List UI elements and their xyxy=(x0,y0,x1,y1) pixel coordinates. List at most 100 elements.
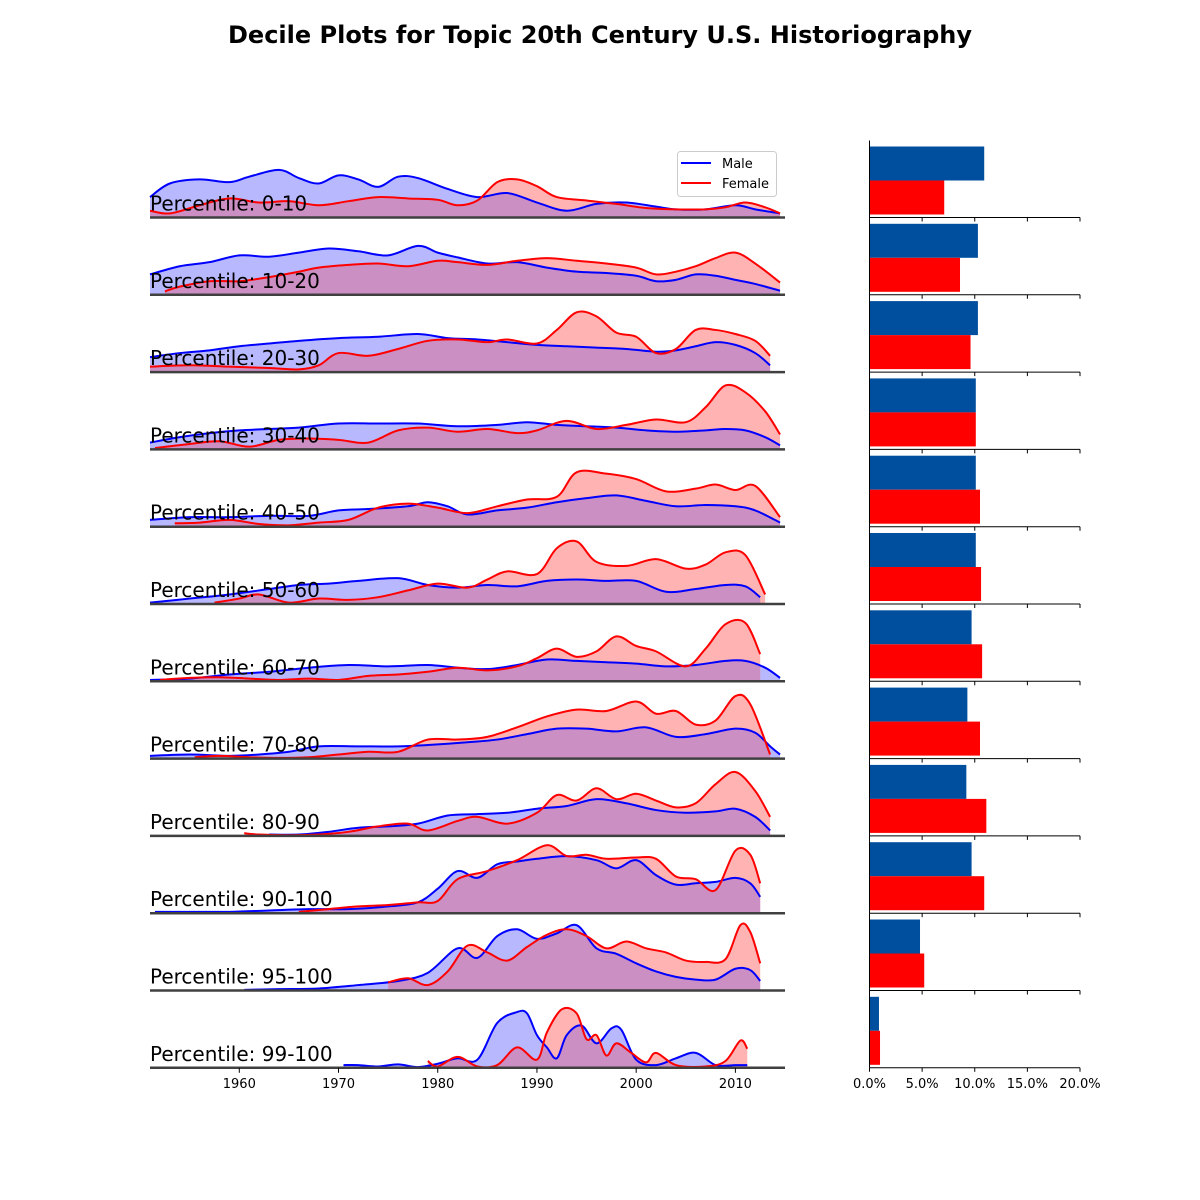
overlap-density-area xyxy=(427,1010,748,1068)
legend-female-label: Female xyxy=(722,177,769,192)
female-density-line xyxy=(244,770,771,837)
overlap-density-area xyxy=(159,659,761,682)
male-bar xyxy=(869,842,972,877)
female-bar xyxy=(869,489,981,524)
ridge-panel: Percentile: 50-60 xyxy=(149,539,785,606)
x-tick-label: 1990 xyxy=(520,1077,553,1092)
female-density-line xyxy=(159,618,762,682)
panel-label: Percentile: 20-30 xyxy=(150,346,320,370)
male-density-line xyxy=(269,798,771,836)
female-bar xyxy=(869,798,987,833)
female-bar xyxy=(869,257,961,292)
panel-label: Percentile: 30-40 xyxy=(150,423,320,447)
bar-panels xyxy=(869,140,1081,1072)
female-bar xyxy=(869,335,971,370)
ridge-panel: Percentile: 0-10 xyxy=(149,168,785,219)
female-density-line xyxy=(164,251,781,293)
ridge-panel: Percentile: 30-40 xyxy=(149,383,785,451)
panel-label: Percentile: 0-10 xyxy=(150,192,307,216)
female-bar xyxy=(869,644,983,679)
overlap-density-area xyxy=(269,799,771,836)
male-density-line xyxy=(244,923,761,991)
bar-panel xyxy=(869,217,1081,299)
male-density-line xyxy=(149,658,781,681)
x-tick-label: 2000 xyxy=(620,1077,653,1092)
male-density-line xyxy=(149,421,781,447)
ridge-panel: Percentile: 20-30 xyxy=(149,310,785,374)
male-bar xyxy=(869,610,972,645)
ridge-panel: Percentile: 70-80 xyxy=(149,693,785,760)
ridge-panel: Percentile: 60-70 xyxy=(149,618,785,683)
bar-panel xyxy=(869,990,1081,1072)
bar-panel xyxy=(869,527,1081,608)
panel-label: Percentile: 40-50 xyxy=(150,501,320,525)
male-bar xyxy=(869,919,921,954)
bar-panel xyxy=(869,295,1081,377)
overlap-density-area xyxy=(164,252,781,295)
ridge-panel: Percentile: 80-90 xyxy=(150,770,785,838)
male-density-line xyxy=(154,855,762,913)
female-density-line xyxy=(298,844,762,913)
female-bar xyxy=(869,180,945,215)
female-bar xyxy=(869,876,985,911)
x-tick-label: 2010 xyxy=(719,1077,752,1092)
male-density-line xyxy=(149,726,781,757)
male-bar xyxy=(869,533,976,567)
female-density-line xyxy=(149,310,771,371)
bar-panel xyxy=(869,681,1081,763)
female-bar xyxy=(869,721,981,756)
panel-label: Percentile: 60-70 xyxy=(150,655,320,679)
panel-label: Percentile: 70-80 xyxy=(150,733,320,757)
panel-label: Percentile: 80-90 xyxy=(150,810,320,834)
female-bar xyxy=(869,567,982,601)
ridge-panel: Percentile: 95-100 xyxy=(150,922,785,992)
overlap-density-area xyxy=(154,422,781,450)
female-bar xyxy=(869,412,976,447)
female-density-line xyxy=(149,178,781,215)
female-bar xyxy=(869,953,925,988)
overlap-density-area xyxy=(214,578,761,604)
ridge-x-axis: 1960 1970 1980 1990 2000 2010 xyxy=(223,1067,752,1092)
bar-tick-label: 20.0% xyxy=(1059,1077,1100,1092)
bar-panel xyxy=(869,836,1081,918)
bar-tick-label: 10.0% xyxy=(954,1077,995,1092)
female-density-line xyxy=(174,469,781,527)
bar-panel xyxy=(869,913,1081,995)
chart-title: Decile Plots for Topic 20th Century U.S.… xyxy=(228,21,972,49)
overlap-density-area xyxy=(194,727,771,759)
panel-label: Percentile: 50-60 xyxy=(150,578,320,602)
male-density-line xyxy=(149,494,781,524)
x-tick-label: 1960 xyxy=(223,1077,256,1092)
panel-label: Percentile: 10-20 xyxy=(150,269,320,293)
male-density-line xyxy=(149,244,781,292)
male-density-line xyxy=(149,577,761,604)
male-bar xyxy=(869,301,978,336)
x-tick-label: 1970 xyxy=(322,1077,355,1092)
bar-panel xyxy=(869,372,1081,454)
bar-tick-label: 0.0% xyxy=(853,1077,886,1092)
female-density-line xyxy=(214,539,767,604)
bar-panel xyxy=(869,140,1081,222)
ridge-panel: Percentile: 40-50 xyxy=(149,469,785,528)
ridge-panel: Percentile: 99-100 xyxy=(150,1006,785,1070)
male-density-line xyxy=(149,333,771,367)
male-bar xyxy=(869,996,879,1031)
male-bar xyxy=(869,455,976,490)
female-bar xyxy=(869,1030,881,1065)
ridge-panel: Percentile: 10-20 xyxy=(149,244,785,297)
bar-tick-label: 15.0% xyxy=(1007,1077,1048,1092)
male-bar xyxy=(869,223,978,258)
panel-label: Percentile: 99-100 xyxy=(150,1042,333,1066)
bar-panel xyxy=(869,604,1081,686)
bar-panel xyxy=(869,449,1081,531)
panel-label: Percentile: 95-100 xyxy=(150,965,333,989)
male-bar xyxy=(869,378,976,413)
male-bar xyxy=(869,687,968,722)
legend: Male Female xyxy=(677,151,777,197)
bar-x-axis: 0.0% 5.0% 10.0% 15.0% 20.0% xyxy=(853,1077,1101,1092)
male-bar xyxy=(869,764,967,799)
bar-tick-label: 5.0% xyxy=(906,1077,939,1092)
panel-label: Percentile: 90-100 xyxy=(150,887,333,911)
overlap-density-area xyxy=(174,495,781,527)
